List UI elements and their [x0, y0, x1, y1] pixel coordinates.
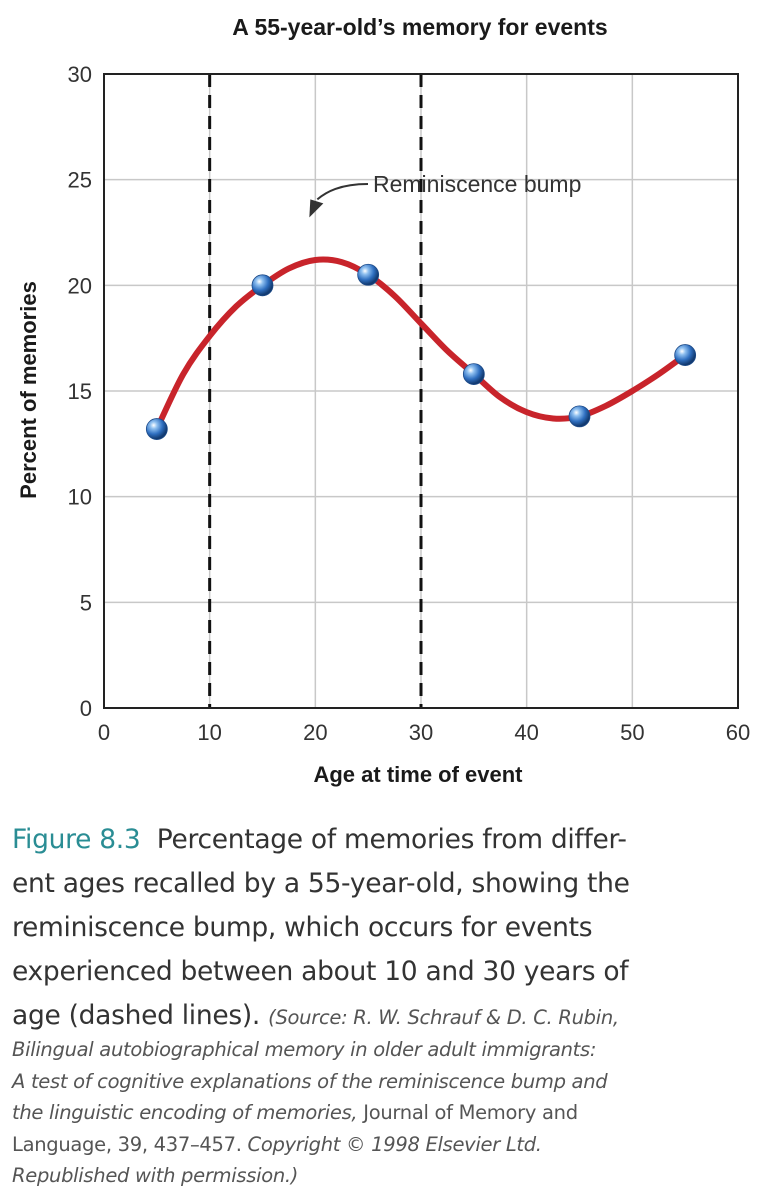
- y-axis-ticks: 0 5 10 15 20 25 30: [68, 62, 92, 721]
- y-axis-label: Percent of memories: [16, 281, 41, 499]
- y-tick-label: 20: [68, 273, 92, 298]
- y-tick-label: 15: [68, 379, 92, 404]
- series-curve: [153, 256, 689, 433]
- source-block: Bilingual autobiographical memory in old…: [12, 1034, 742, 1192]
- caption-text-1: Percentage of memories from differ-: [156, 824, 627, 855]
- annotation: Reminiscence bump: [309, 171, 581, 218]
- data-point: [357, 263, 380, 286]
- annotation-text: Reminiscence bump: [373, 171, 581, 197]
- x-axis-ticks: 0 10 20 30 40 50 60: [98, 720, 750, 745]
- caption-line-3: reminiscence bump, which occurs for even…: [12, 912, 593, 943]
- source-line-3-text: the linguistic encoding of memories,: [12, 1101, 358, 1124]
- y-tick-label: 0: [80, 696, 92, 721]
- x-tick-label: 60: [726, 720, 750, 745]
- annotation-arrowhead: [309, 199, 324, 218]
- data-point: [568, 405, 591, 428]
- figure-label: Figure 8.3: [12, 824, 141, 855]
- journal-line-2: Language, 39, 437–457.: [12, 1132, 242, 1156]
- y-tick-label: 5: [80, 590, 92, 615]
- x-tick-label: 20: [303, 720, 327, 745]
- y-tick-label: 25: [68, 168, 92, 193]
- chart-title: A 55-year-old’s memory for events: [232, 14, 607, 40]
- figure-caption: Figure 8.3 Percentage of memories from d…: [12, 818, 742, 1192]
- y-tick-label: 10: [68, 485, 92, 510]
- x-tick-label: 0: [98, 720, 110, 745]
- source-line-3: the linguistic encoding of memories, Jou…: [12, 1097, 742, 1129]
- source-first: (Source: R. W. Schrauf & D. C. Rubin,: [268, 1006, 619, 1029]
- data-point: [145, 418, 168, 440]
- data-points: [145, 263, 697, 440]
- caption-last-line: age (dashed lines).: [12, 1000, 261, 1031]
- data-point: [251, 274, 274, 297]
- source-line-1: Bilingual autobiographical memory in old…: [12, 1038, 597, 1061]
- x-tick-label: 40: [514, 720, 538, 745]
- dashed-reference-lines: [208, 74, 423, 708]
- plot-frame: [103, 73, 739, 709]
- caption-line-5: age (dashed lines). (Source: R. W. Schra…: [12, 994, 742, 1038]
- source-line-4: Language, 39, 437–457. Copyright © 1998 …: [12, 1129, 742, 1161]
- caption-line-1: Figure 8.3 Percentage of memories from d…: [12, 818, 742, 862]
- source-line-5: Republished with permission.): [12, 1164, 299, 1187]
- data-point: [674, 344, 697, 366]
- journal-name: Journal of Memory and: [363, 1101, 578, 1124]
- annotation-arrow: [316, 183, 369, 201]
- y-tick-label: 30: [68, 62, 92, 87]
- x-axis-label: Age at time of event: [313, 762, 523, 787]
- copyright: Copyright © 1998 Elsevier Ltd.: [247, 1132, 542, 1156]
- caption-line-2: ent ages recalled by a 55-year-old, show…: [12, 868, 630, 899]
- source-line-2: A test of cognitive explanations of the …: [12, 1069, 608, 1093]
- x-tick-label: 10: [197, 720, 221, 745]
- x-tick-label: 50: [620, 720, 644, 745]
- x-tick-label: 30: [409, 720, 433, 745]
- line-chart: A 55-year-old’s memory for events 0 10 20 3…: [16, 14, 750, 787]
- caption-line-4: experienced between about 10 and 30 year…: [12, 956, 629, 987]
- data-point: [462, 363, 485, 385]
